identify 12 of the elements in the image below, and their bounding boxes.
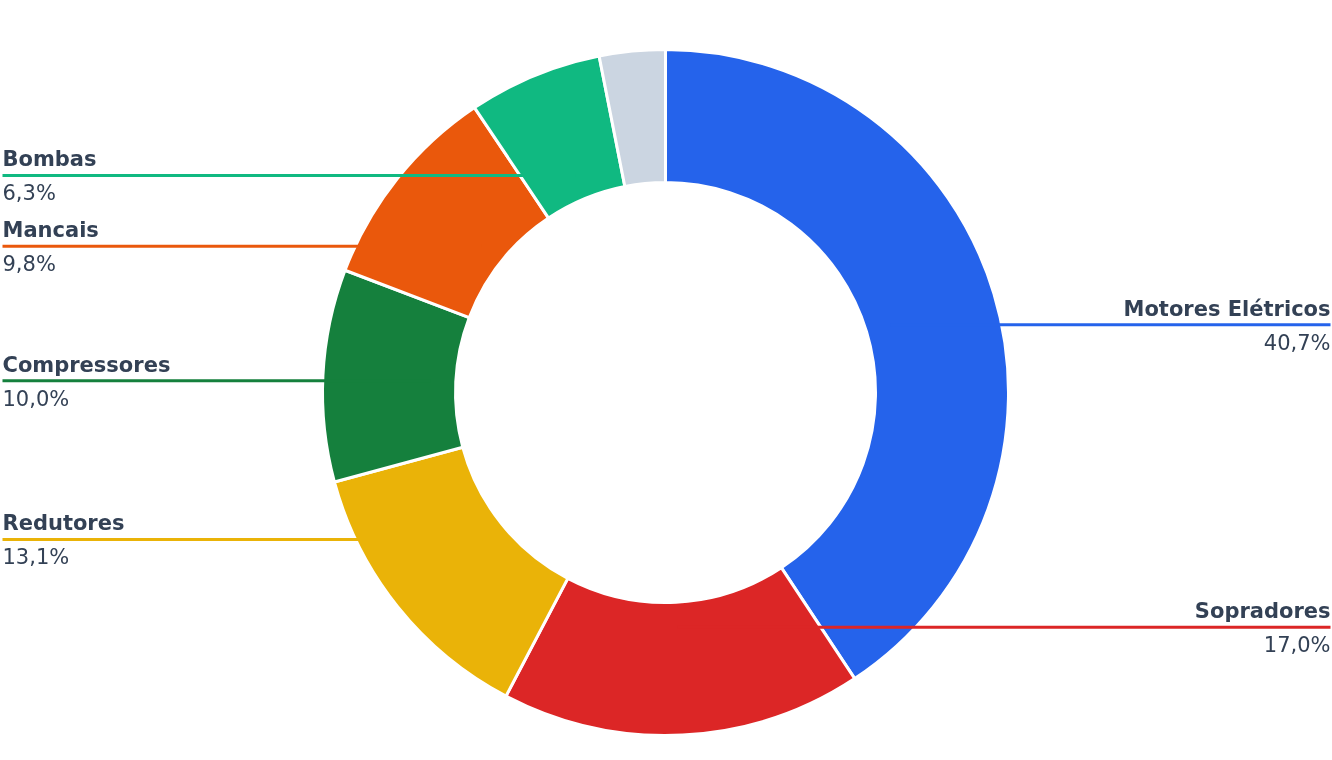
slice-label: Motores Elétricos (1123, 296, 1331, 321)
data-label: 9,8% (2, 252, 56, 277)
slice-label: Mancais (2, 218, 99, 243)
slice-label: Bombas (2, 147, 97, 172)
slice-label: Compressores (2, 352, 171, 377)
data-label: 40,7% (1263, 330, 1331, 355)
data-label: 13,1% (2, 545, 70, 570)
data-label: 6,3% (2, 181, 56, 206)
slice-label: Sopradores (1194, 599, 1331, 624)
data-label: 10,0% (2, 386, 70, 411)
data-label: 17,0% (1263, 633, 1331, 658)
slice-label: Redutores (2, 511, 125, 536)
